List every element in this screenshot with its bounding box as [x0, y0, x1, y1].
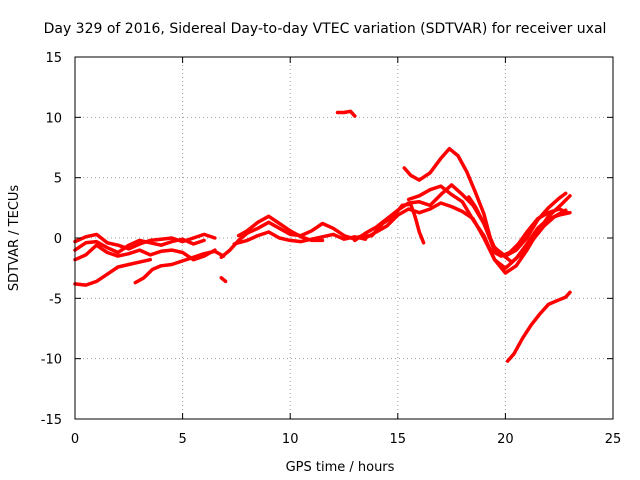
series-trace-16 — [467, 195, 568, 264]
series-trace-10 — [335, 109, 357, 118]
series-trace-4 — [73, 257, 153, 287]
series-trace-5 — [133, 249, 226, 285]
series-trace-8 — [232, 230, 368, 246]
series-trace-1 — [73, 237, 206, 255]
series-trace-14 — [402, 146, 570, 258]
x-tick-label: 10 — [282, 432, 299, 447]
ticks: 0 5 10 15 20 25 -15 -10 -5 0 5 10 15 — [41, 51, 622, 447]
series-trace-7 — [219, 220, 357, 260]
y-tick-label: 5 — [54, 172, 62, 187]
series-trace-9 — [236, 214, 325, 243]
series-trace-11 — [353, 183, 568, 258]
x-axis-label: GPS time / hours — [286, 460, 395, 475]
series-trace-15 — [406, 184, 572, 270]
chart-title: Day 329 of 2016, Sidereal Day-to-day VTE… — [44, 21, 607, 37]
x-tick-label: 0 — [71, 432, 79, 447]
series-trace-6 — [219, 276, 228, 284]
series-trace-3 — [73, 232, 217, 251]
y-tick-label: 0 — [54, 232, 62, 247]
y-axis-label: SDTVAR / TECUs — [7, 185, 22, 292]
series-trace-17 — [505, 290, 572, 363]
x-tick-label: 5 — [178, 432, 186, 447]
y-tick-label: -5 — [49, 292, 62, 307]
y-tick-label: 10 — [45, 111, 62, 126]
x-tick-label: 25 — [605, 432, 622, 447]
series-group — [73, 109, 572, 363]
x-tick-label: 20 — [497, 432, 514, 447]
x-tick-label: 15 — [390, 432, 407, 447]
series-trace-13 — [357, 202, 426, 245]
y-tick-label: 15 — [45, 51, 62, 66]
y-tick-label: -10 — [41, 353, 62, 368]
y-tick-label: -15 — [41, 413, 62, 428]
